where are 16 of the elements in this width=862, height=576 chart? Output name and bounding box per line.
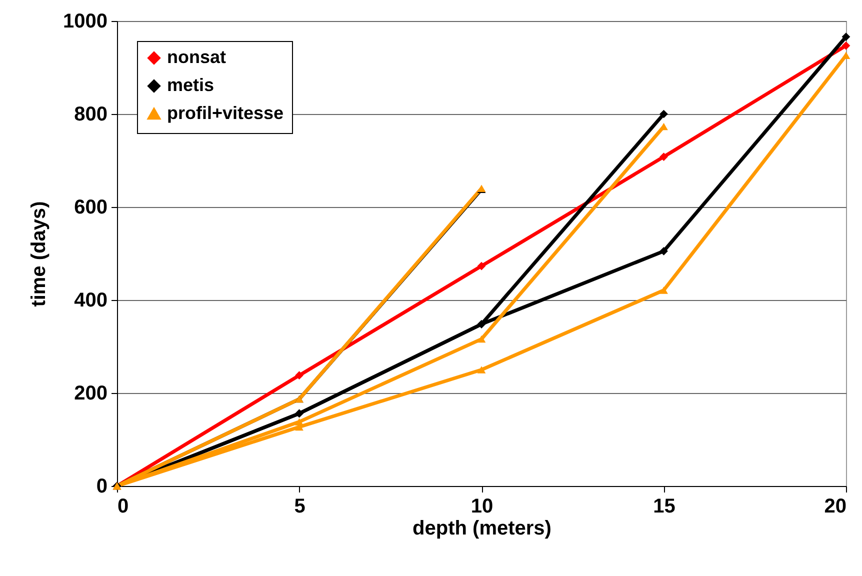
legend-label: metis <box>167 75 214 95</box>
x-tick-label: 0 <box>118 496 129 518</box>
y-tick-label: 1000 <box>63 10 108 32</box>
y-tick-label: 400 <box>74 290 108 312</box>
x-tick-label: 10 <box>470 496 494 518</box>
y-tick-label: 800 <box>74 104 108 126</box>
y-tick-label: 600 <box>74 196 108 218</box>
legend-label: profil+vitesse <box>167 103 284 123</box>
x-tick-label: 5 <box>294 496 306 518</box>
legend-label: nonsat <box>167 47 226 67</box>
y-tick-label: 0 <box>96 476 108 498</box>
y-tick-label: 200 <box>74 382 108 404</box>
x-tick-label: 15 <box>653 496 676 518</box>
x-tick-label: 20 <box>824 496 846 518</box>
y-axis-title: time (days) <box>28 201 50 307</box>
x-axis-title: depth (meters) <box>412 518 552 540</box>
